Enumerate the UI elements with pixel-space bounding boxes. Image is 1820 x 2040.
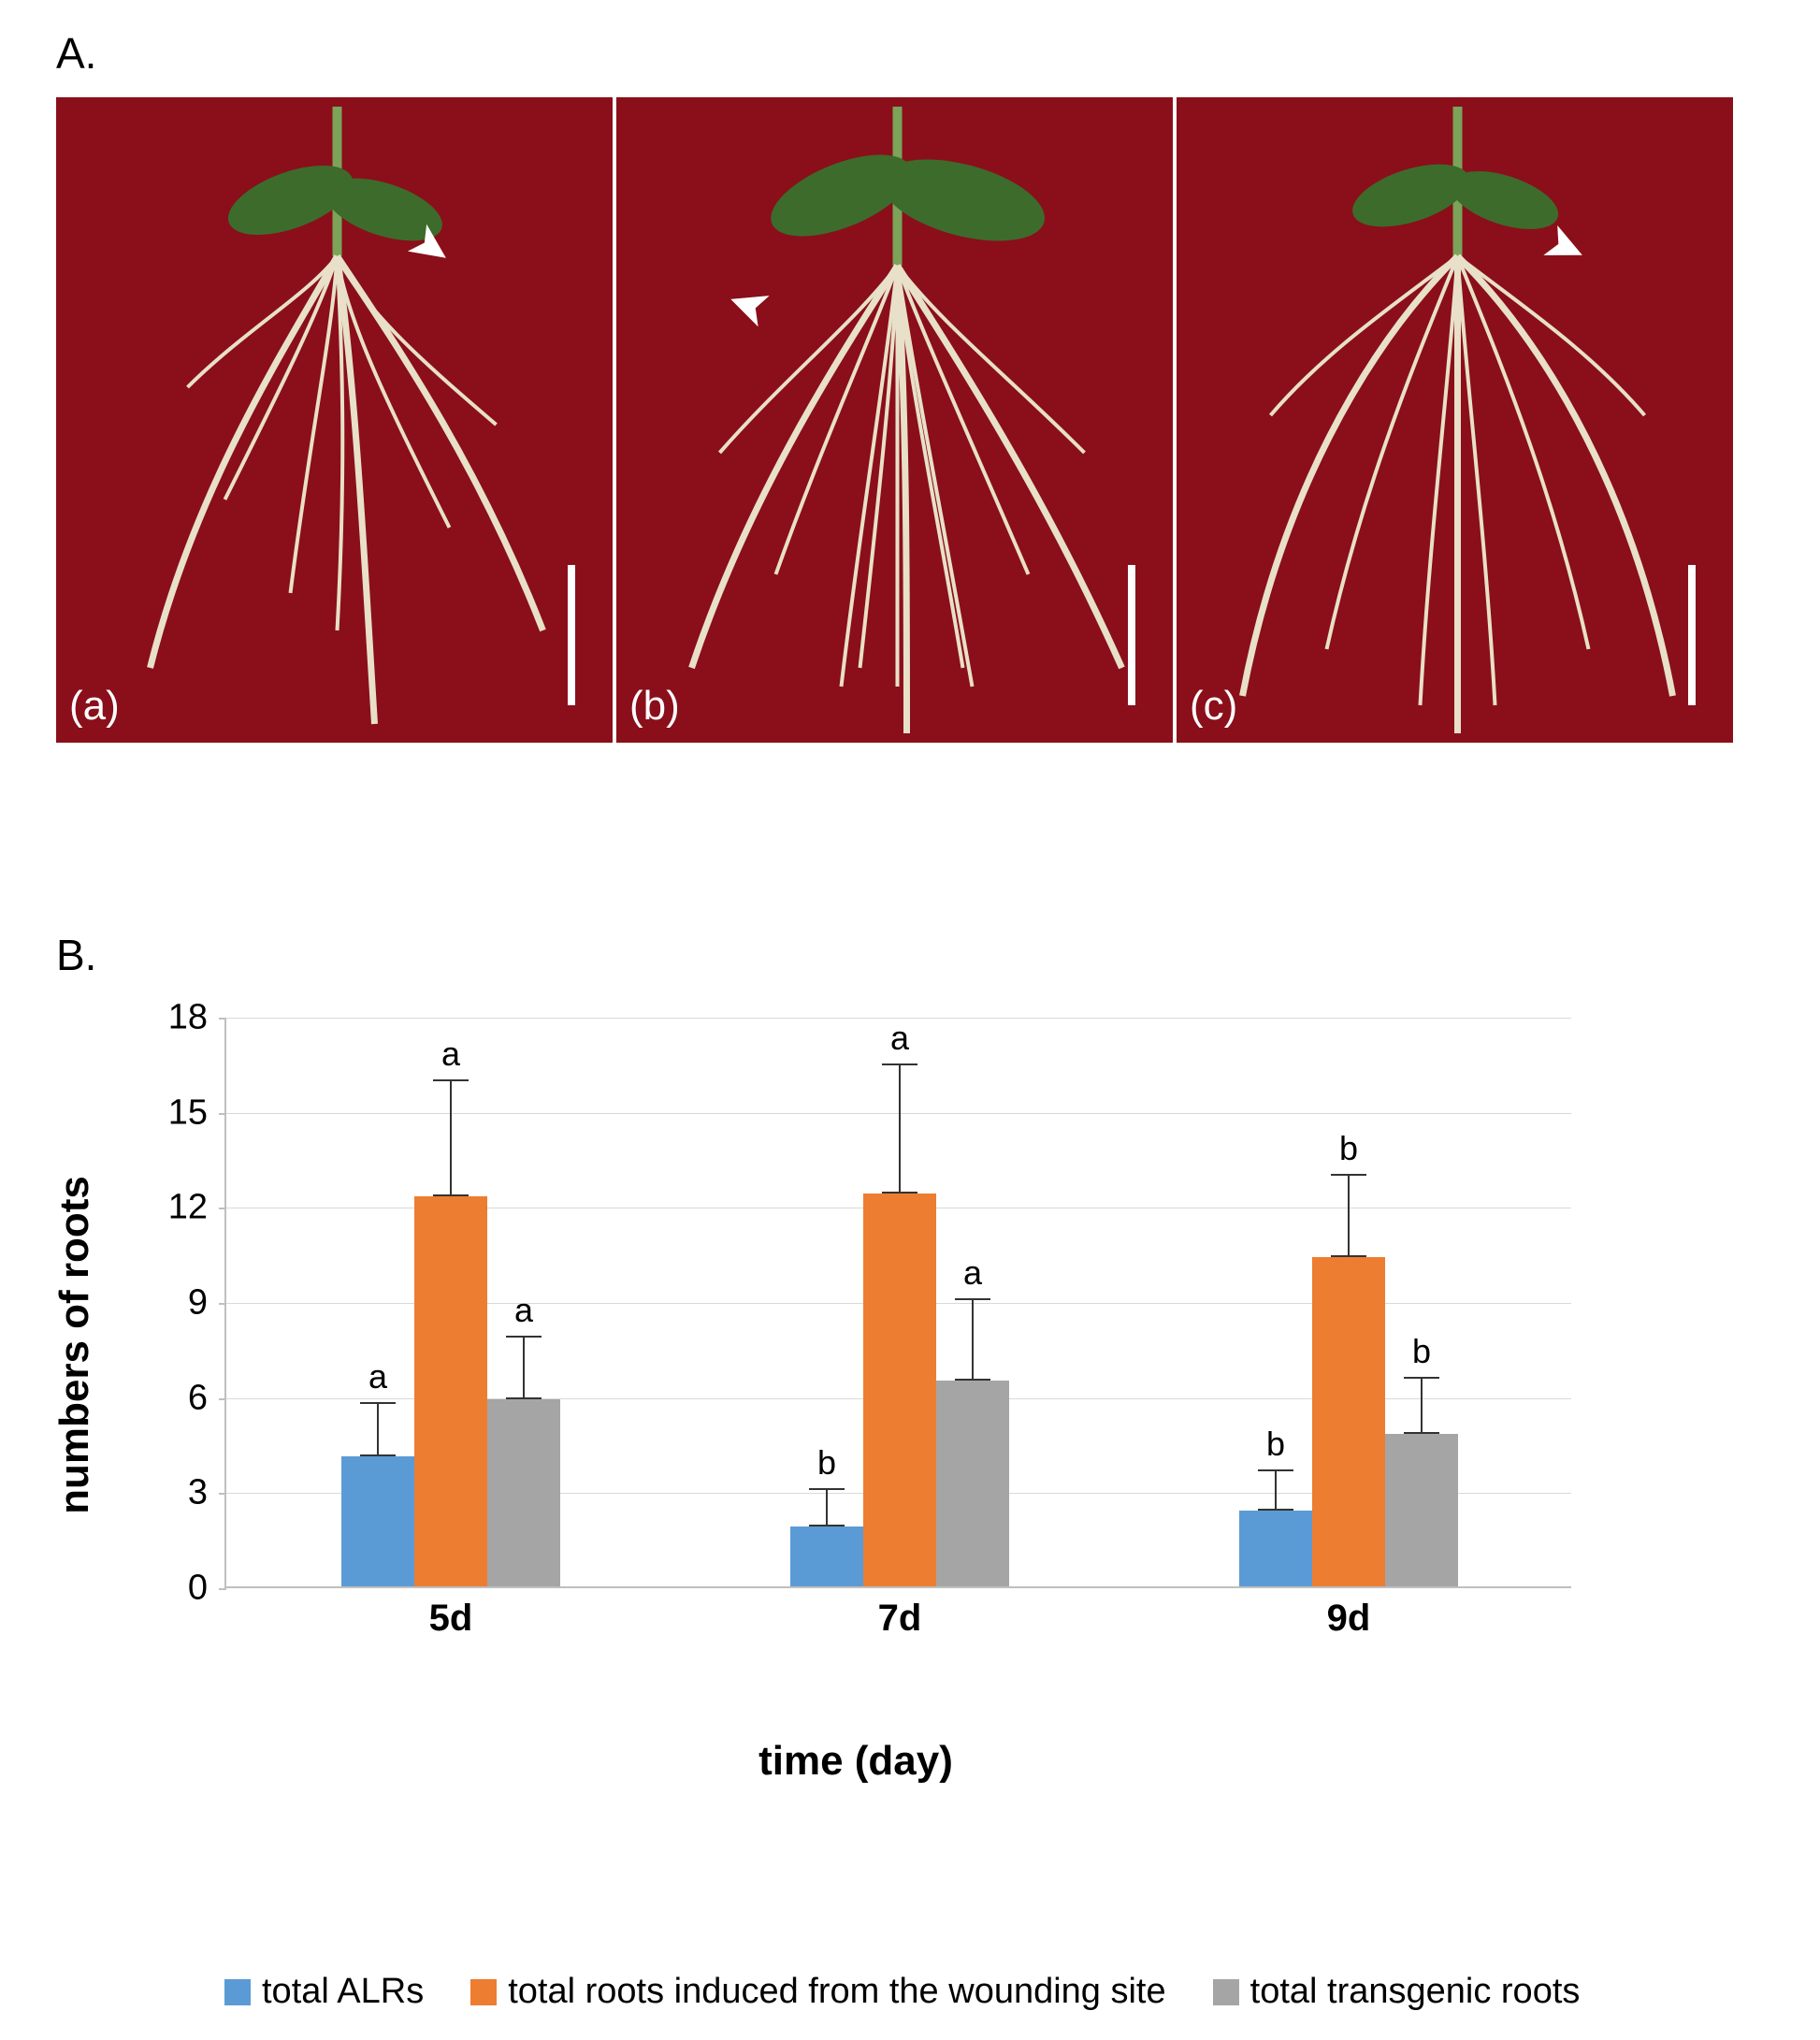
legend-label-2: total transgenic roots [1250,1972,1581,2012]
photo-row: ➤ (a) ➤ (b) [56,97,1764,743]
y-tick-mark [219,1493,226,1495]
y-tick-label: 3 [133,1473,208,1513]
y-tick-label: 12 [133,1188,208,1228]
bar [341,1456,414,1586]
significance-label: a [963,1253,982,1293]
y-tick-label: 9 [133,1283,208,1324]
error-bar [377,1402,379,1456]
legend-swatch-0 [224,1979,251,2005]
significance-label: b [1266,1425,1285,1464]
panel-a-label: A. [56,28,1764,79]
photo-b-sub-label: (b) [629,683,680,730]
y-tick-mark [219,1303,226,1305]
y-tick-label: 15 [133,1092,208,1133]
y-tick-mark [219,1588,226,1590]
photo-a: ➤ (a) [56,97,613,743]
bar [790,1526,863,1586]
x-axis-label: time (day) [131,1738,1581,1785]
error-bar [1348,1174,1350,1256]
bar [936,1381,1009,1586]
legend-item-0: total ALRs [224,1972,424,2012]
y-tick-label: 0 [133,1569,208,1609]
x-category-label: 7d [878,1598,922,1640]
chart-container: numbers of roots 0369121518aaa5dbaa7dbbb… [131,1018,1764,2012]
y-tick-mark [219,1113,226,1115]
y-axis-label: numbers of roots [51,1176,98,1514]
significance-label: a [441,1034,460,1074]
significance-label: b [817,1443,836,1483]
photo-a-sub-label: (a) [69,683,120,730]
legend-swatch-1 [470,1979,497,2005]
legend-label-1: total roots induced from the wounding si… [508,1972,1165,2012]
error-bar [1275,1469,1277,1511]
bar [863,1194,936,1586]
plant-b-illustration [616,107,1173,743]
y-tick-mark [219,1018,226,1020]
legend-swatch-2 [1213,1979,1239,2005]
y-tick-mark [219,1398,226,1400]
significance-label: a [514,1291,533,1330]
scale-bar-b [1128,565,1135,705]
photo-c-sub-label: (c) [1190,683,1237,730]
scale-bar-c [1688,565,1696,705]
bar [414,1196,487,1586]
legend-item-2: total transgenic roots [1213,1972,1581,2012]
bar [1312,1257,1385,1586]
y-tick-mark [219,1208,226,1209]
significance-label: b [1339,1129,1358,1168]
x-category-label: 9d [1327,1598,1371,1640]
bar [1385,1434,1458,1586]
plant-a-illustration [56,107,613,743]
photo-c: ➤ (c) [1177,97,1733,743]
y-tick-label: 6 [133,1378,208,1418]
plant-c-illustration [1177,107,1733,743]
error-bar [450,1079,452,1196]
x-category-label: 5d [429,1598,473,1640]
error-bar [899,1063,901,1194]
error-bar [523,1336,525,1399]
legend-label-0: total ALRs [262,1972,424,2012]
plot-area: 0369121518aaa5dbaa7dbbb9d [224,1018,1571,1588]
photo-b: ➤ (b) [616,97,1173,743]
error-bar [826,1488,828,1526]
significance-label: b [1412,1332,1431,1371]
error-bar [972,1298,974,1381]
panel-b-label: B. [56,930,1764,980]
legend-item-1: total roots induced from the wounding si… [470,1972,1165,2012]
bar [1239,1511,1312,1586]
y-tick-label: 18 [133,998,208,1038]
scale-bar-a [568,565,575,705]
bar-chart: numbers of roots 0369121518aaa5dbaa7dbbb… [131,1018,1581,1672]
error-bar [1421,1377,1423,1434]
significance-label: a [368,1357,387,1396]
legend: total ALRs total roots induced from the … [224,1972,1764,2012]
significance-label: a [890,1019,909,1058]
bar [487,1399,560,1586]
